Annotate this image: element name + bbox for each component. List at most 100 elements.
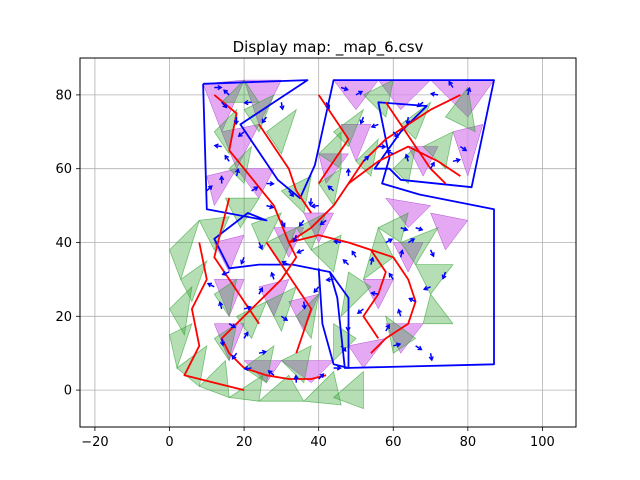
y-tick-label: 80 xyxy=(55,88,72,103)
y-tick-label: 60 xyxy=(55,162,72,177)
arrow-head xyxy=(408,297,414,303)
region-triangle xyxy=(422,293,454,325)
arrow-head xyxy=(233,120,239,126)
arrow-head xyxy=(270,271,276,277)
x-tick-label: 0 xyxy=(165,435,173,450)
arrow-head xyxy=(364,155,370,161)
arrow-head xyxy=(441,274,447,280)
arrow-head xyxy=(293,374,299,380)
path-segment xyxy=(288,94,461,244)
region-triangle xyxy=(213,322,238,362)
arrow-head xyxy=(231,323,237,329)
arrow-head xyxy=(422,285,429,291)
region-triangle xyxy=(176,344,208,388)
map-boundary xyxy=(317,268,350,369)
arrow-head xyxy=(325,277,331,283)
arrow-head xyxy=(213,143,219,149)
free-space-triangle xyxy=(340,124,372,162)
arrow-head xyxy=(253,186,259,192)
arrow-head xyxy=(219,341,226,347)
arrow-head xyxy=(448,80,453,86)
free-space-triangle xyxy=(206,168,238,207)
arrow-head xyxy=(381,144,387,150)
arrow-head xyxy=(301,304,307,310)
arrow-head xyxy=(269,204,275,210)
free-space-triangle xyxy=(348,338,387,369)
arrow-head xyxy=(296,249,302,254)
arrow-head xyxy=(404,153,410,159)
arrow-head xyxy=(218,300,224,307)
path-segment xyxy=(385,101,447,185)
arrow-head xyxy=(319,373,325,379)
arrow-head xyxy=(258,286,264,293)
arrow-head xyxy=(345,326,351,332)
path-segment xyxy=(183,242,245,391)
region-triangle xyxy=(422,131,454,170)
arrow-head xyxy=(280,222,286,228)
arrow-head xyxy=(399,249,405,255)
y-tick-label: 0 xyxy=(64,384,72,399)
chart-title: Display map: _map_6.csv xyxy=(233,38,424,57)
arrow-head xyxy=(224,154,230,160)
map-boundary xyxy=(202,79,495,369)
arrow-head xyxy=(240,259,245,265)
arrow-head xyxy=(369,256,375,262)
arrow-head xyxy=(429,252,435,258)
arrow-head xyxy=(403,226,409,232)
arrow-head xyxy=(370,123,376,129)
y-tick-label: 40 xyxy=(55,236,72,251)
arrow-head xyxy=(246,305,253,311)
arrow-head xyxy=(283,316,289,322)
ticks: −20 0 20 40 60 80 100 0 20 40 60 80 xyxy=(55,88,554,450)
region-triangle xyxy=(168,285,193,336)
arrow-head xyxy=(261,349,268,355)
free-space-triangle xyxy=(430,212,469,251)
arrow-head xyxy=(310,203,316,209)
arrow-head xyxy=(269,181,275,187)
arrow-head xyxy=(332,239,339,245)
arrow-head xyxy=(342,259,348,264)
arrow-head xyxy=(393,132,399,139)
arrow-head xyxy=(345,167,351,173)
arrow-head xyxy=(410,238,416,243)
path-segment xyxy=(213,197,260,325)
arrow-head xyxy=(462,146,468,152)
free-space-triangle xyxy=(385,323,424,354)
arrow-head xyxy=(417,345,423,351)
region-triangle xyxy=(169,220,200,281)
arrow-head xyxy=(243,365,249,371)
region-triangle xyxy=(257,374,305,402)
arrow-head xyxy=(351,250,357,256)
arrow-head xyxy=(387,238,394,243)
path-segment xyxy=(220,337,327,380)
arrow-head xyxy=(319,220,325,226)
arrow-head xyxy=(313,288,319,294)
arrow-head xyxy=(343,86,349,92)
arrow-head xyxy=(388,272,394,278)
path-segment xyxy=(258,123,312,214)
x-tick-label: 80 xyxy=(460,435,477,450)
region-triangle xyxy=(333,322,357,362)
arrow-head xyxy=(231,354,237,360)
region-triangle xyxy=(310,234,342,273)
arrow-head xyxy=(258,244,263,251)
arrow-head xyxy=(243,331,249,337)
region-triangle xyxy=(198,359,230,399)
y-tick-label: 20 xyxy=(55,310,72,325)
path-segment xyxy=(213,94,290,243)
arrow-head xyxy=(222,103,228,109)
x-tick-label: 40 xyxy=(310,435,327,450)
arrow-head xyxy=(221,270,227,276)
arrow-head xyxy=(289,192,295,198)
arrow-head xyxy=(429,91,436,97)
region-triangle xyxy=(444,86,476,133)
region-triangle xyxy=(377,212,409,244)
region-triangle xyxy=(243,344,275,384)
arrow-head xyxy=(261,118,267,124)
arrow-head xyxy=(207,185,213,190)
region-triangle xyxy=(169,322,193,370)
arrow-head xyxy=(430,161,435,167)
arrow-head xyxy=(217,84,223,91)
